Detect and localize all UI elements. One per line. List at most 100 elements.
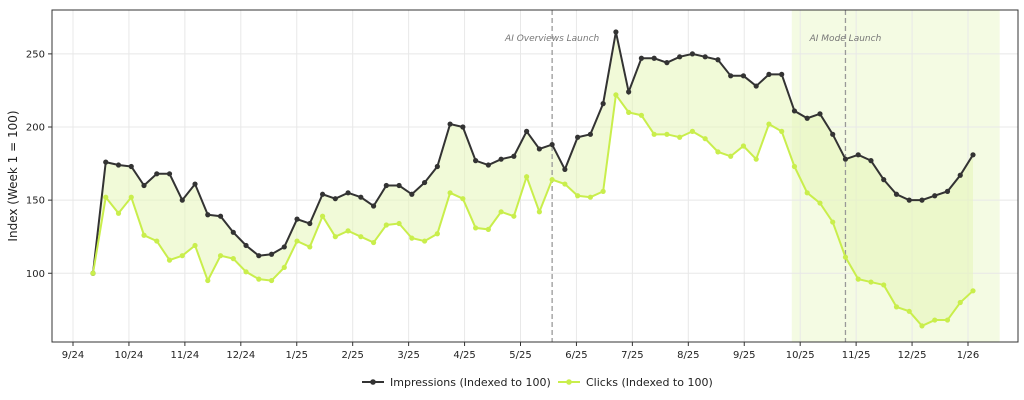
legend-swatch-marker [566, 379, 572, 385]
data-point [728, 153, 734, 159]
data-point [179, 253, 185, 259]
x-tick-label: 10/24 [115, 350, 144, 361]
data-point [779, 128, 785, 134]
plot-frame [51, 9, 1019, 343]
data-point [817, 111, 823, 117]
data-point [702, 136, 708, 142]
x-tick-label: 9/24 [62, 350, 84, 361]
annotation-label: AI Overviews Launch [504, 34, 599, 44]
data-point [115, 162, 122, 168]
data-point [294, 216, 300, 222]
x-tick-label: 12/24 [226, 350, 255, 361]
data-point [830, 131, 836, 137]
data-point [944, 317, 951, 323]
data-point [396, 220, 402, 227]
data-point [906, 197, 912, 203]
data-point [205, 277, 211, 284]
data-point [549, 141, 555, 148]
data-point [103, 159, 109, 165]
data-point [498, 209, 504, 215]
y-tick-label: 100 [26, 269, 45, 280]
data-point [409, 235, 415, 241]
axes: 9/24 10/24 11/24 12/24 1/25 2/25 3/25 4/25 5/25 6… [6, 9, 1019, 361]
data-point [587, 194, 593, 200]
data-point [447, 121, 453, 127]
data-point [485, 162, 491, 168]
data-point [141, 232, 147, 238]
data-point [179, 197, 185, 203]
data-point [447, 190, 453, 196]
data-point [307, 244, 313, 250]
y-axis-title: Index (Week 1 = 100) [6, 110, 20, 241]
data-point [715, 149, 721, 155]
data-point [638, 112, 645, 118]
data-point [524, 174, 530, 180]
data-point [664, 131, 670, 137]
data-point [881, 177, 887, 183]
annotation-lines: AI Overviews Launch AI Mode Launch [504, 10, 882, 342]
data-point [766, 121, 772, 127]
data-point [243, 269, 249, 275]
data-point [434, 163, 440, 170]
x-tick-label: 3/25 [397, 350, 419, 361]
gap-area [93, 31, 973, 326]
data-point [753, 156, 759, 162]
data-point [842, 156, 849, 162]
data-point [294, 238, 300, 244]
legend-swatch-marker [370, 379, 376, 385]
data-point [868, 279, 874, 285]
data-point [740, 73, 747, 79]
data-point [842, 254, 849, 260]
data-point [804, 190, 810, 196]
data-point [919, 197, 925, 203]
data-point [830, 219, 836, 225]
data-point [217, 253, 224, 259]
data-point [498, 156, 504, 162]
data-point [651, 131, 657, 137]
data-point [932, 193, 938, 199]
data-point [651, 55, 657, 61]
annotation-label: AI Mode Launch [809, 34, 882, 44]
data-point [664, 60, 670, 66]
data-point [473, 225, 479, 231]
data-point [689, 51, 696, 57]
data-point [166, 171, 173, 177]
data-point [345, 190, 351, 196]
data-point [421, 179, 428, 186]
data-point [638, 55, 645, 61]
data-point [128, 194, 134, 200]
data-point [957, 299, 963, 306]
series-line [92, 92, 974, 328]
data-point [715, 57, 721, 63]
data-point [600, 188, 606, 194]
data-point [154, 171, 160, 177]
data-point [613, 29, 619, 35]
x-tick-label: 4/25 [453, 350, 475, 361]
data-point [881, 282, 887, 288]
data-point [473, 158, 479, 164]
data-point [868, 158, 874, 164]
data-point [154, 238, 160, 244]
y-tick-label: 200 [26, 123, 45, 134]
x-tick-label: 2/25 [341, 350, 363, 361]
data-point [281, 244, 287, 250]
x-tick-label: 5/25 [509, 350, 531, 361]
data-point [524, 128, 530, 134]
data-point [817, 200, 823, 206]
x-tick-label: 11/24 [170, 350, 199, 361]
data-point [549, 177, 555, 183]
data-point [626, 109, 632, 115]
data-point [141, 182, 147, 189]
data-point [460, 196, 466, 202]
data-point [932, 317, 938, 323]
x-tick-label: 1/26 [957, 350, 979, 361]
data-point [677, 54, 683, 60]
gap-area-fill [93, 31, 973, 326]
data-point [358, 234, 364, 240]
data-point [485, 226, 491, 232]
x-tick-label: 12/25 [898, 350, 927, 361]
data-point [753, 83, 759, 89]
data-point [166, 257, 173, 263]
data-point [511, 213, 517, 219]
